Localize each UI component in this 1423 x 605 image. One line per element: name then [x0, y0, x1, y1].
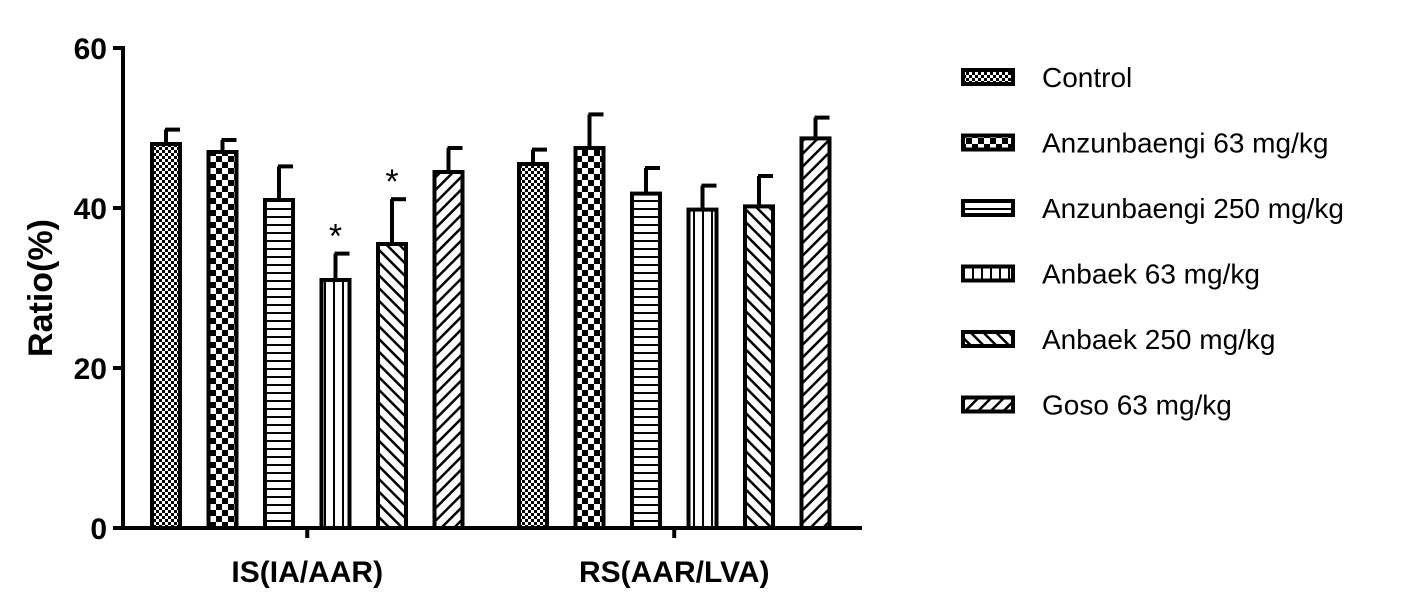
bars: [150, 136, 832, 530]
bar: [573, 146, 606, 530]
y-tick-label: 0: [90, 513, 107, 546]
bar: [743, 204, 775, 530]
legend-swatch: [961, 199, 1015, 217]
bar: [630, 191, 662, 530]
bar: [432, 170, 465, 530]
bar: [799, 136, 832, 530]
legend-swatch: [961, 395, 1015, 414]
x-axis: IS(IA/AAR) RS(AAR/LVA): [121, 526, 862, 589]
legend-label: Anzunbaengi 63 mg/kg: [1042, 128, 1328, 159]
legend-item: Anbaek 63 mg/kg: [961, 259, 1260, 290]
bar: [206, 150, 239, 530]
y-tick-label: 40: [74, 193, 107, 226]
legend-label: Goso 63 mg/kg: [1042, 390, 1232, 421]
legend-item: Anzunbaengi 250 mg/kg: [961, 193, 1344, 224]
x-tick-label: RS(AAR/LVA): [579, 556, 770, 589]
significance-marker: *: [385, 163, 398, 201]
legend-item: Goso 63 mg/kg: [961, 390, 1232, 421]
bar: [263, 198, 295, 530]
x-tick-label: IS(IA/AAR): [231, 556, 383, 589]
bar: [319, 278, 352, 530]
significance-markers: **: [329, 163, 399, 255]
legend-item: Anzunbaengi 63 mg/kg: [961, 128, 1328, 159]
legend-label: Anzunbaengi 250 mg/kg: [1042, 193, 1344, 224]
y-axis-title: Ratio(%): [22, 219, 60, 357]
legend-label: Anbaek 63 mg/kg: [1042, 259, 1260, 290]
bar: [517, 162, 549, 530]
legend-swatch: [961, 330, 1015, 348]
legend-swatch: [961, 68, 1015, 86]
legend: Control Anzunbaengi 63 mg/kg Anzunbaengi 2…: [961, 62, 1344, 421]
bar: [686, 207, 719, 530]
legend-item: Anbaek 250 mg/kg: [961, 324, 1276, 355]
bar: [376, 242, 408, 530]
legend-swatch: [961, 264, 1015, 283]
legend-item: Control: [961, 62, 1132, 93]
significance-marker: *: [329, 218, 342, 256]
error-bars: [164, 112, 830, 280]
legend-label: Anbaek 250 mg/kg: [1042, 324, 1276, 355]
legend-label: Control: [1042, 62, 1132, 93]
legend-swatch: [961, 133, 1015, 152]
y-tick-label: 20: [74, 353, 107, 386]
y-tick-label: 60: [74, 33, 107, 66]
y-axis: 0 20 40 60: [74, 33, 125, 546]
bar: [150, 142, 182, 530]
